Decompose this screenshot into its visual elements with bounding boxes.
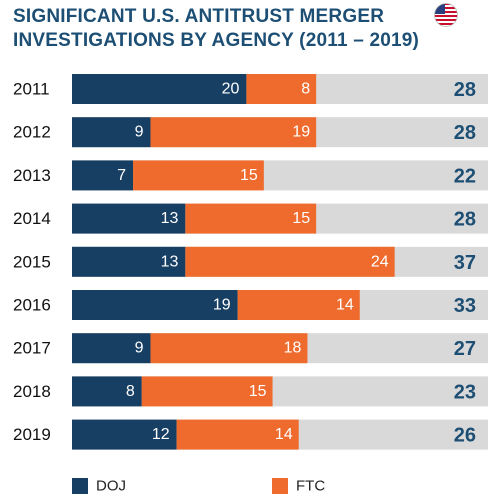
doj-value-label: 7 — [117, 167, 126, 184]
year-label: 2015 — [13, 252, 51, 271]
bar-ftc — [237, 290, 360, 320]
bar-doj — [72, 290, 238, 320]
bar-doj — [72, 376, 142, 407]
chart-title-line-1: SIGNIFICANT U.S. ANTITRUST MERGER — [13, 6, 385, 27]
total-label: 22 — [454, 165, 476, 187]
doj-value-label: 8 — [126, 383, 135, 400]
doj-value-label: 20 — [222, 81, 240, 98]
year-label: 2019 — [13, 425, 51, 444]
total-label: 27 — [454, 338, 476, 360]
doj-value-label: 9 — [135, 340, 144, 357]
ftc-value-label: 8 — [301, 81, 310, 98]
legend-doj-swatch — [72, 478, 88, 494]
total-label: 28 — [454, 79, 476, 101]
year-label: 2017 — [13, 339, 51, 358]
year-label: 2012 — [13, 123, 51, 142]
legend-doj-label: DOJ — [96, 478, 126, 495]
year-label: 2011 — [13, 80, 50, 99]
ftc-value-label: 15 — [292, 210, 310, 227]
bar-ftc — [141, 376, 273, 407]
bar-ftc — [185, 203, 317, 234]
ftc-value-label: 19 — [292, 124, 310, 141]
ftc-value-label: 15 — [249, 383, 267, 400]
year-label: 2013 — [13, 166, 51, 185]
us-flag-icon — [434, 3, 458, 27]
doj-value-label: 13 — [161, 210, 179, 227]
bar-ftc — [176, 419, 299, 450]
ftc-value-label: 14 — [275, 426, 293, 443]
year-label: 2014 — [13, 209, 51, 228]
doj-value-label: 13 — [161, 253, 179, 270]
ftc-value-label: 24 — [371, 253, 389, 270]
total-label: 26 — [454, 425, 476, 447]
year-label: 2016 — [13, 296, 51, 315]
chart-title: SIGNIFICANT U.S. ANTITRUST MERGER INVEST… — [13, 5, 483, 53]
ftc-value-label: 18 — [284, 340, 302, 357]
legend-ftc-label: FTC — [296, 478, 325, 495]
total-label: 37 — [454, 252, 476, 274]
total-label: 33 — [454, 295, 476, 317]
doj-value-label: 9 — [135, 124, 144, 141]
bar-doj — [72, 333, 151, 364]
bar-doj — [72, 246, 186, 277]
bar-doj — [72, 419, 177, 450]
bar-ftc — [150, 117, 317, 148]
chart-title-line-2: INVESTIGATIONS BY AGENCY (2011 – 2019) — [13, 30, 420, 51]
ftc-value-label: 14 — [336, 297, 354, 314]
bar-doj — [72, 117, 151, 148]
legend-ftc-swatch — [272, 478, 288, 494]
bar-ftc — [150, 333, 308, 364]
bar-ftc — [246, 74, 317, 104]
total-label: 28 — [454, 209, 476, 231]
ftc-value-label: 15 — [240, 167, 258, 184]
total-label: 23 — [454, 381, 476, 403]
year-label: 2018 — [13, 382, 51, 401]
doj-value-label: 19 — [213, 297, 231, 314]
bar-doj — [72, 203, 186, 234]
bar-ftc — [185, 246, 395, 277]
bar-doj — [72, 160, 134, 191]
doj-value-label: 12 — [152, 426, 170, 443]
total-label: 28 — [454, 122, 476, 144]
bar-doj — [72, 74, 247, 104]
bar-ftc — [133, 160, 264, 191]
